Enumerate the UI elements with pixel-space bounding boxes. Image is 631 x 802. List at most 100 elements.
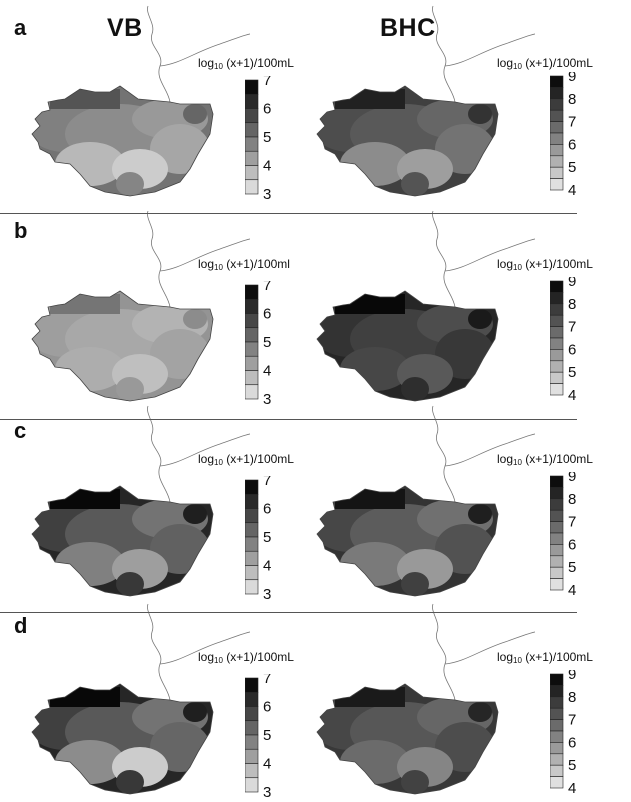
legend-band bbox=[550, 121, 564, 134]
unit-label: log10 (x+1)/100mL bbox=[198, 452, 294, 467]
color-scale-bhc: 9 8 7 6 5 4 bbox=[550, 472, 576, 598]
legend-tick-label: 4 bbox=[568, 582, 576, 598]
contour-map-bhc bbox=[316, 210, 535, 402]
color-scale-vb: 7 6 5 4 3 bbox=[245, 674, 271, 800]
color-scale-vb: 7 6 5 4 3 bbox=[245, 76, 271, 202]
legend-tick-label: 7 bbox=[263, 281, 271, 294]
legend-band bbox=[550, 144, 564, 157]
legend-band bbox=[550, 303, 564, 316]
contour-region bbox=[401, 172, 429, 196]
legend-tick-label: 5 bbox=[263, 727, 271, 744]
legend-band bbox=[245, 522, 259, 538]
legend-band bbox=[550, 98, 564, 111]
panel-label: a bbox=[14, 15, 27, 40]
unit-label: log10 (x+1)/100mL bbox=[497, 452, 593, 467]
legend-band bbox=[245, 508, 259, 524]
legend-band bbox=[550, 696, 564, 709]
contour-map-vb bbox=[31, 603, 250, 795]
legend-tick-label: 3 bbox=[263, 391, 271, 407]
legend-band bbox=[245, 691, 259, 707]
legend-tick-label: 3 bbox=[263, 784, 271, 800]
legend-tick-label: 7 bbox=[263, 674, 271, 687]
map-outline bbox=[31, 85, 214, 197]
panel-label: d bbox=[14, 613, 28, 638]
unit-label: log10 (x+1)/100mL bbox=[198, 56, 294, 71]
river-line bbox=[147, 210, 250, 308]
legend-tick-label: 8 bbox=[568, 91, 576, 108]
legend-band bbox=[550, 360, 564, 373]
legend-band bbox=[550, 87, 564, 100]
unit-label: log10 (x+1)/100mL bbox=[198, 650, 294, 665]
legend-tick-label: 3 bbox=[263, 186, 271, 202]
unit-label: log10 (x+1)/100mL bbox=[497, 650, 593, 665]
river-line bbox=[432, 603, 535, 701]
legend-tick-label: 5 bbox=[263, 529, 271, 546]
legend-band bbox=[550, 475, 564, 488]
legend-band bbox=[245, 79, 259, 95]
contour-region bbox=[401, 377, 429, 401]
legend-band bbox=[245, 165, 259, 181]
legend-band bbox=[245, 327, 259, 343]
contour-region bbox=[183, 702, 207, 722]
legend-band bbox=[245, 536, 259, 552]
legend-tick-label: 3 bbox=[263, 586, 271, 602]
legend-band bbox=[245, 706, 259, 722]
legend-band bbox=[550, 578, 564, 591]
color-scale-bhc: 9 8 7 6 5 4 bbox=[550, 670, 576, 796]
legend-band bbox=[550, 555, 564, 568]
legend-band bbox=[550, 383, 564, 396]
legend-band bbox=[245, 355, 259, 371]
color-scale-vb: 7 6 5 4 3 bbox=[245, 476, 271, 602]
river-line bbox=[147, 603, 250, 701]
legend-tick-label: 8 bbox=[568, 296, 576, 313]
contour-fill bbox=[317, 684, 498, 794]
legend-band bbox=[245, 122, 259, 138]
legend-band bbox=[245, 748, 259, 764]
legend-tick-label: 6 bbox=[568, 341, 576, 358]
legend-tick-label: 7 bbox=[263, 76, 271, 89]
contour-region bbox=[183, 504, 207, 524]
legend-band bbox=[550, 532, 564, 545]
unit-label: log10 (x+1)/100ml bbox=[198, 257, 290, 272]
legend-band bbox=[245, 720, 259, 736]
legend-tick-label: 8 bbox=[568, 689, 576, 706]
legend-band bbox=[245, 550, 259, 566]
legend-band bbox=[550, 742, 564, 755]
legend-tick-label: 6 bbox=[263, 101, 271, 118]
legend-band bbox=[550, 178, 564, 191]
legend-band bbox=[245, 565, 259, 581]
legend-band bbox=[550, 75, 564, 88]
legend-band bbox=[245, 313, 259, 329]
legend-band bbox=[550, 155, 564, 168]
river-line bbox=[432, 210, 535, 308]
legend-tick-label: 5 bbox=[263, 129, 271, 146]
legend-tick-label: 5 bbox=[568, 757, 576, 774]
legend-band bbox=[550, 280, 564, 293]
legend-band bbox=[550, 753, 564, 766]
map-outline bbox=[31, 683, 214, 795]
panel-a: a log10 (x+1)/100mL 7 6 5 4 3 log10 (x+1)/100mL… bbox=[0, 0, 631, 205]
legend-band bbox=[550, 349, 564, 362]
legend-tick-label: 6 bbox=[568, 734, 576, 751]
panel-separator bbox=[0, 213, 577, 214]
legend-band bbox=[550, 509, 564, 522]
legend-band bbox=[245, 108, 259, 124]
contour-map-vb bbox=[31, 405, 250, 597]
legend-band bbox=[245, 493, 259, 509]
legend-band bbox=[550, 166, 564, 179]
legend-band bbox=[550, 109, 564, 122]
legend-band bbox=[245, 150, 259, 166]
legend-tick-label: 4 bbox=[263, 363, 271, 380]
legend-band bbox=[550, 764, 564, 777]
legend-tick-label: 8 bbox=[568, 491, 576, 508]
legend-band bbox=[245, 370, 259, 386]
legend-band bbox=[245, 763, 259, 779]
legend-band bbox=[245, 777, 259, 793]
legend-band bbox=[550, 685, 564, 698]
legend-band bbox=[245, 298, 259, 314]
legend-tick-label: 4 bbox=[568, 387, 576, 403]
legend-band bbox=[245, 179, 259, 195]
panel-label: c bbox=[14, 418, 27, 443]
legend-tick-label: 7 bbox=[568, 114, 576, 131]
legend-band bbox=[550, 776, 564, 789]
